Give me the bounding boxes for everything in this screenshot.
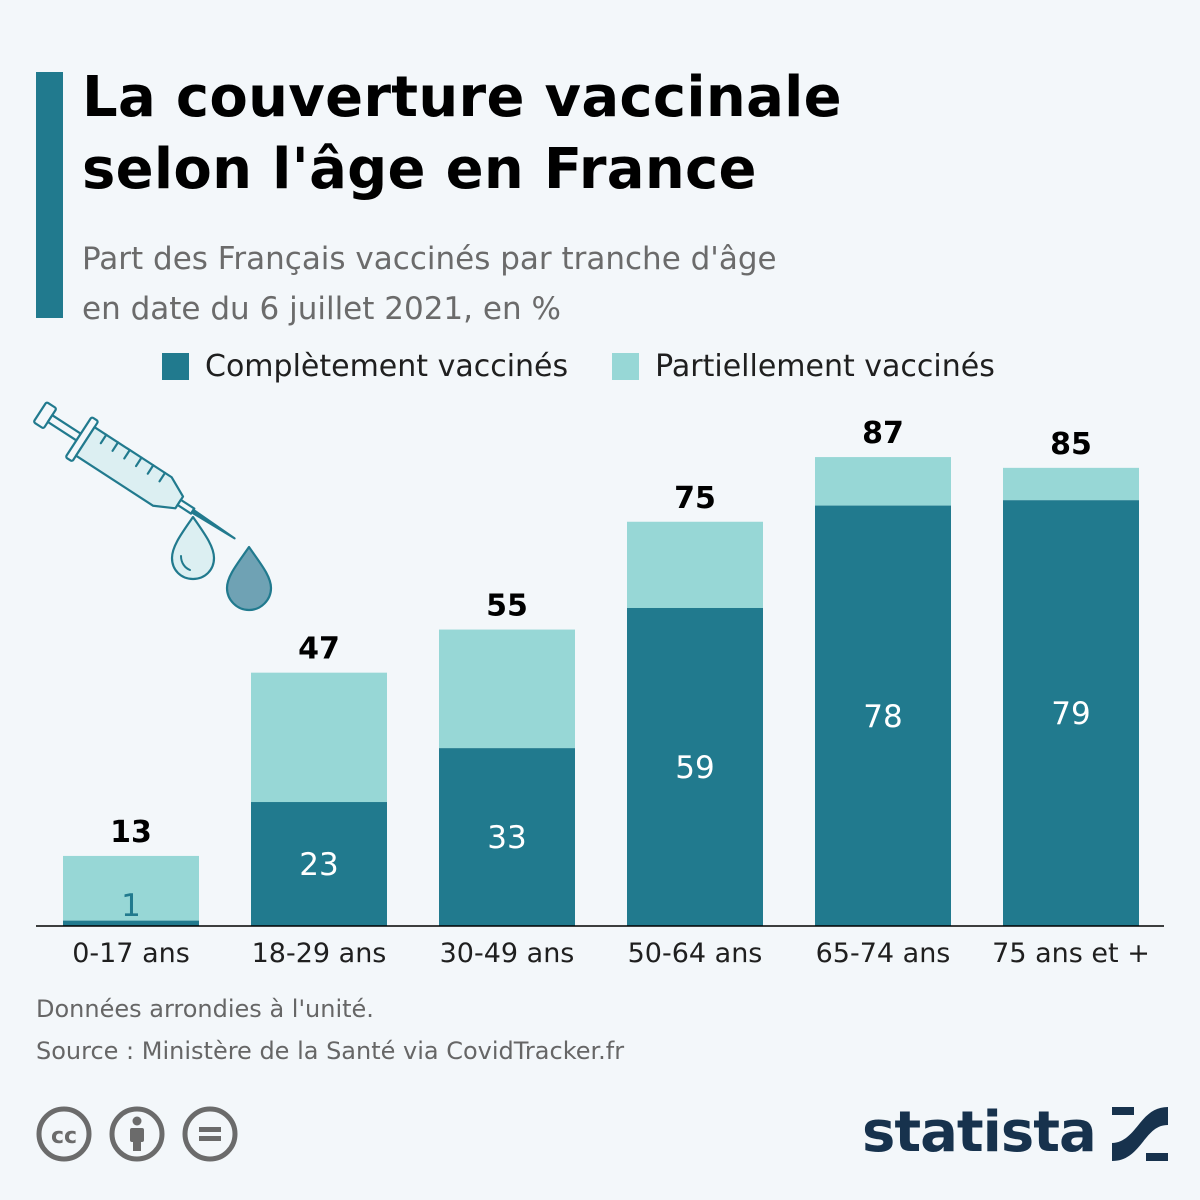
x-tick-label-1: 18-29 ans bbox=[252, 938, 387, 969]
bar-chart: 13 1 47 23 55 33 75 59 87 78 85 79 0-17 ans 18-29 an… bbox=[33, 401, 1164, 969]
brand: statista bbox=[862, 1098, 1170, 1168]
x-tick-label-0: 0-17 ans bbox=[72, 938, 190, 969]
legend-swatch-full bbox=[162, 352, 189, 380]
full-value-label-4: 78 bbox=[863, 699, 902, 735]
title-line-1: La couverture vaccinale bbox=[82, 65, 842, 130]
data-note: Données arrondies à l'unité. bbox=[36, 995, 374, 1023]
full-value-label-0: 1 bbox=[121, 888, 141, 924]
title-accent-bar bbox=[36, 72, 63, 318]
subtitle: Part des Français vaccinés par tranche d… bbox=[82, 234, 1162, 334]
subtitle-line-1: Part des Français vaccinés par tranche d… bbox=[82, 241, 777, 277]
bar-partial-2 bbox=[439, 629, 575, 749]
bar-full-2 bbox=[439, 748, 575, 926]
footer-notes: Données arrondies à l'unité. Source : Mi… bbox=[36, 988, 624, 1072]
svg-text:cc: cc bbox=[51, 1124, 77, 1149]
bar-full-5 bbox=[1003, 500, 1139, 926]
no-derivatives-icon[interactable] bbox=[182, 1106, 238, 1162]
bar-partial-1 bbox=[251, 672, 387, 803]
title-line-2: selon l'âge en France bbox=[82, 137, 757, 202]
chart-legend: Complètement vaccinés Partiellement vacc… bbox=[162, 342, 995, 390]
x-tick-label-5: 75 ans et + bbox=[992, 938, 1150, 969]
full-value-label-1: 23 bbox=[299, 847, 338, 883]
legend-label-full: Complètement vaccinés bbox=[205, 348, 569, 384]
total-label-5: 85 bbox=[1050, 427, 1092, 462]
bar-full-4 bbox=[815, 505, 951, 926]
legend-item-partial: Partiellement vaccinés bbox=[612, 349, 995, 384]
brand-name: statista bbox=[862, 1100, 1097, 1165]
syringe-icon bbox=[33, 401, 273, 612]
legend-swatch-partial bbox=[612, 352, 640, 380]
x-tick-label-2: 30-49 ans bbox=[440, 938, 575, 969]
cc-icon[interactable]: cc bbox=[36, 1106, 92, 1162]
bar-full-0 bbox=[63, 920, 199, 926]
total-label-3: 75 bbox=[674, 481, 716, 516]
bar-partial-0 bbox=[63, 855, 199, 921]
bar-partial-3 bbox=[627, 521, 763, 608]
full-value-label-3: 59 bbox=[675, 750, 714, 786]
full-value-label-5: 79 bbox=[1051, 696, 1090, 732]
full-value-label-2: 33 bbox=[487, 820, 526, 856]
total-label-1: 47 bbox=[298, 632, 340, 667]
bar-full-1 bbox=[251, 802, 387, 926]
source-note: Source : Ministère de la Santé via Covid… bbox=[36, 1037, 625, 1065]
legend-label-partial: Partiellement vaccinés bbox=[655, 348, 995, 384]
total-label-0: 13 bbox=[110, 815, 152, 850]
total-label-2: 55 bbox=[486, 589, 528, 624]
attribution-icon[interactable] bbox=[109, 1106, 165, 1162]
subtitle-line-2: en date du 6 juillet 2021, en % bbox=[82, 291, 561, 327]
bar-full-3 bbox=[627, 607, 763, 926]
bars-layer: 13 1 47 23 55 33 75 59 87 78 85 79 bbox=[63, 416, 1139, 926]
page-title: La couverture vaccinale selon l'âge en F… bbox=[82, 62, 1162, 206]
legend-item-full: Complètement vaccinés bbox=[162, 349, 568, 384]
license-icons: cc bbox=[36, 1106, 255, 1162]
x-tick-label-4: 65-74 ans bbox=[816, 938, 951, 969]
bar-partial-4 bbox=[815, 457, 951, 506]
statista-logo-icon bbox=[1111, 1107, 1168, 1161]
total-label-4: 87 bbox=[862, 416, 904, 451]
x-tick-label-3: 50-64 ans bbox=[628, 938, 763, 969]
bar-partial-5 bbox=[1003, 467, 1139, 501]
x-axis-ticks: 0-17 ans 18-29 ans 30-49 ans 50-64 ans 65-74… bbox=[72, 938, 1150, 969]
